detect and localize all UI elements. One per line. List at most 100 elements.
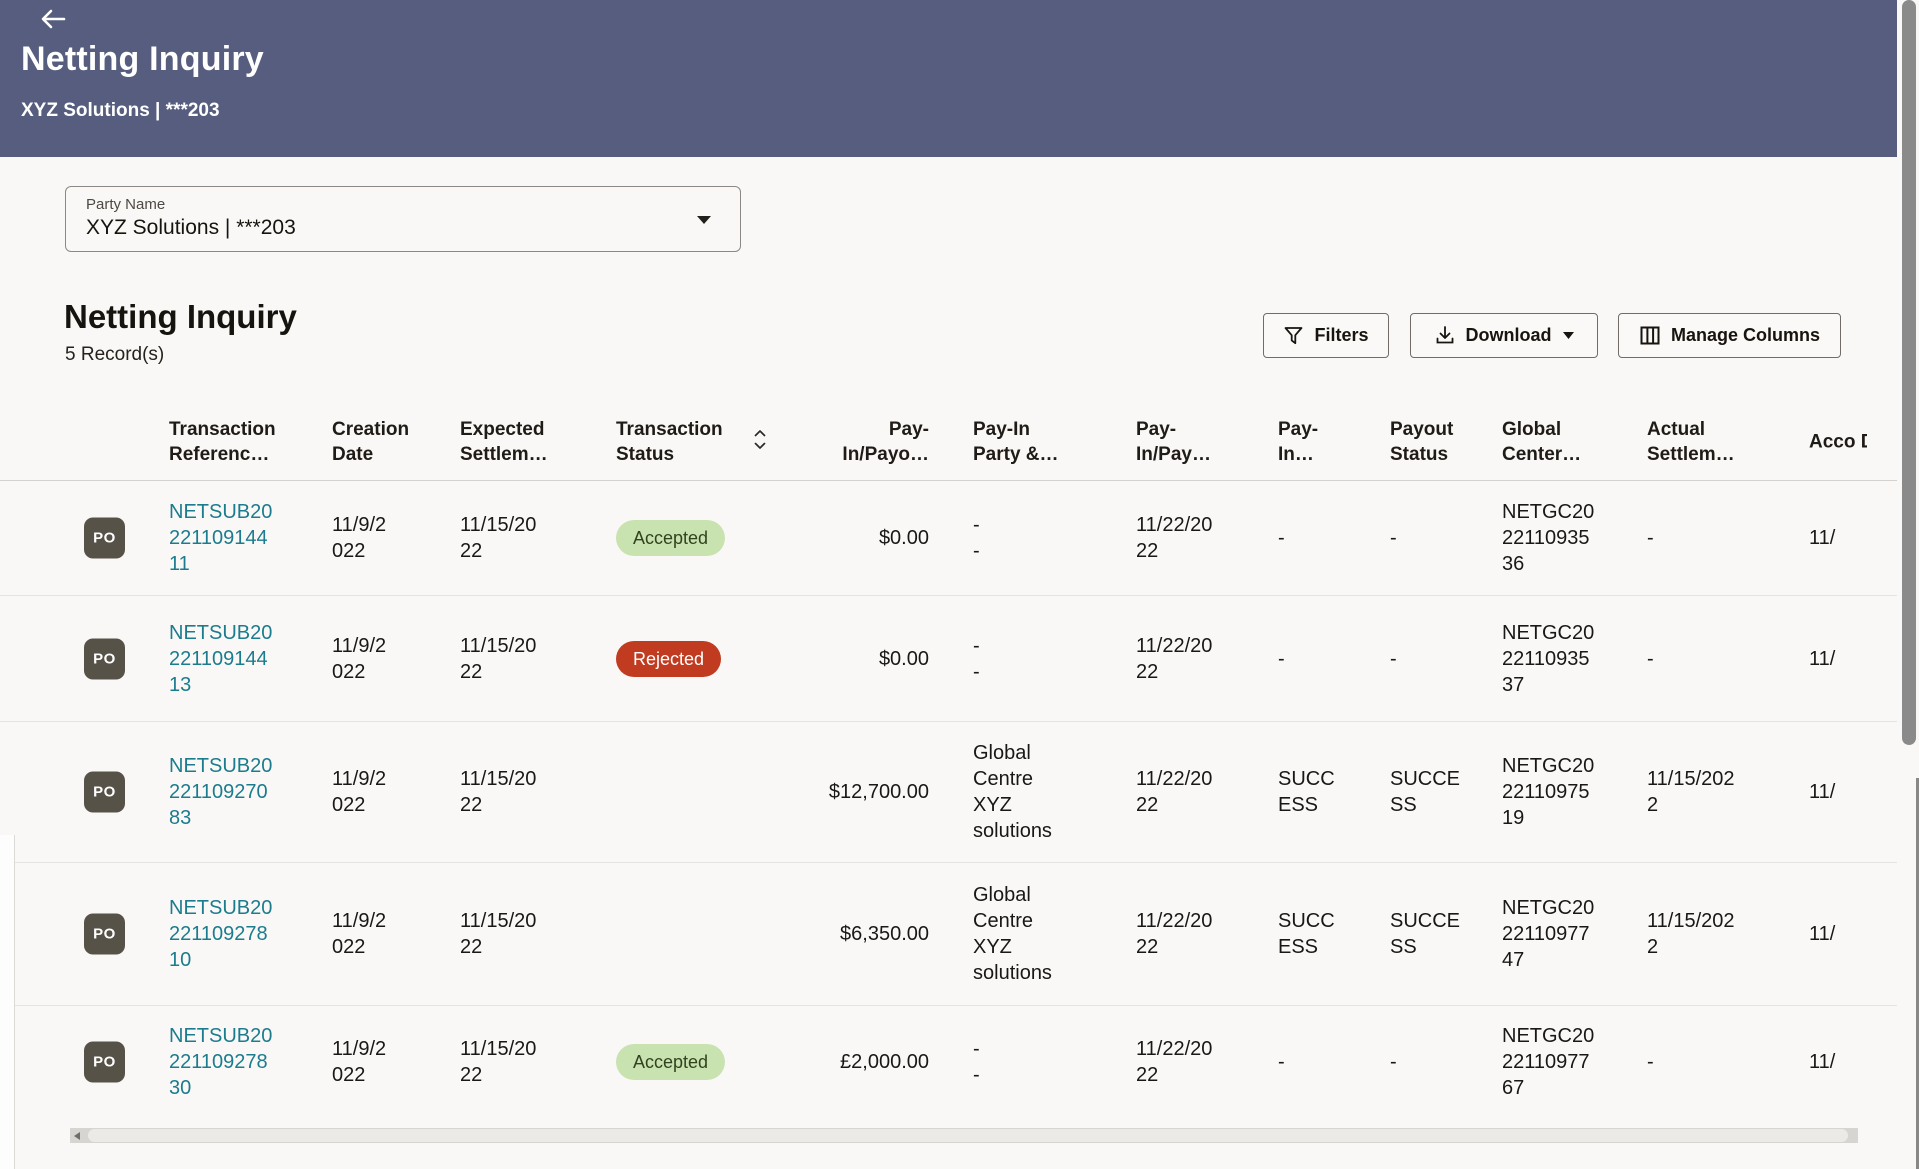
- horizontal-scrollbar-thumb[interactable]: [88, 1129, 1848, 1142]
- po-badge: PO: [84, 638, 125, 679]
- account-date-cell: 11/: [1809, 781, 1836, 803]
- column-header-transaction-reference[interactable]: Transaction Referenc…: [169, 419, 276, 465]
- pay-in-party-cell: - -: [973, 634, 980, 683]
- pay-in-status-cell: SUCCESS: [1278, 910, 1335, 958]
- creation-date-cell: 11/9/2022: [332, 768, 387, 816]
- payout-status-cell: -: [1390, 1051, 1397, 1073]
- payout-status-cell: -: [1390, 527, 1397, 549]
- caret-down-icon: [1562, 332, 1574, 339]
- actual-settlement-cell: -: [1647, 1051, 1654, 1073]
- transaction-reference-link[interactable]: NETSUB2022110927810: [169, 897, 273, 971]
- payout-status-cell: SUCCESS: [1390, 910, 1461, 958]
- column-header-expected-settlement[interactable]: Expected Settlem…: [460, 419, 548, 465]
- panel-left-edge: [0, 835, 15, 1169]
- global-center-cell: NETGC202211093536: [1502, 501, 1595, 575]
- pay-in-payout-amount-cell: £2,000.00: [840, 1051, 929, 1073]
- manage-columns-button-label: Manage Columns: [1670, 325, 1821, 345]
- global-center-cell: NETGC202211097767: [1502, 1025, 1595, 1099]
- account-date-cell: 11/: [1809, 527, 1836, 549]
- pay-in-payout-amount-cell: $12,700.00: [828, 781, 929, 803]
- party-name-label: Party Name: [86, 196, 166, 213]
- back-button[interactable]: [38, 6, 74, 36]
- filters-button[interactable]: Filters: [1263, 313, 1389, 358]
- download-icon: [1436, 326, 1453, 344]
- vertical-scrollbar-thumb[interactable]: [1902, 0, 1916, 745]
- column-header-account-date[interactable]: Acco Date: [1809, 431, 1867, 453]
- transaction-reference-link[interactable]: NETSUB2022110927083: [169, 755, 273, 829]
- table-header-row: Transaction Referenc… Creation Date Expe…: [0, 404, 1897, 481]
- party-name-value: XYZ Solutions | ***203: [86, 216, 296, 239]
- table-row: PO NETSUB2022110927810 11/9/2022 11/15/2…: [0, 863, 1897, 1006]
- column-header-pay-in-payout-amount[interactable]: Pay-In/Payo…: [842, 419, 929, 465]
- table-row: PO NETSUB2022110927083 11/9/2022 11/15/2…: [0, 722, 1897, 863]
- column-header-pay-in-status[interactable]: Pay-In…: [1278, 419, 1319, 465]
- global-center-cell: NETGC202211097747: [1502, 897, 1595, 971]
- status-pill: Rejected: [616, 640, 722, 677]
- arrow-left-icon: [41, 9, 66, 29]
- pay-in-status-cell: -: [1278, 527, 1285, 549]
- vertical-scrollbar-track[interactable]: [1916, 778, 1919, 1169]
- funnel-icon: [1285, 327, 1303, 345]
- actual-settlement-cell: 11/15/2022: [1647, 910, 1735, 958]
- column-header-actual-settlement[interactable]: Actual Settlem…: [1647, 419, 1735, 465]
- pay-in-date-cell: 11/22/2022: [1136, 910, 1213, 958]
- pay-in-date-cell: 11/22/2022: [1136, 1038, 1213, 1086]
- actual-settlement-cell: 11/15/2022: [1647, 768, 1735, 816]
- pay-in-party-cell: - -: [973, 1038, 980, 1086]
- section-title: Netting Inquiry: [64, 298, 297, 335]
- creation-date-cell: 11/9/2022: [332, 1038, 387, 1086]
- manage-columns-button[interactable]: Manage Columns: [1618, 313, 1841, 358]
- record-count: 5 Record(s): [65, 344, 165, 365]
- expected-settlement-cell: 11/15/2022: [460, 514, 537, 562]
- column-header-creation-date[interactable]: Creation Date: [332, 419, 410, 465]
- expected-settlement-cell: 11/15/2022: [460, 634, 537, 683]
- pay-in-status-cell: SUCCESS: [1278, 768, 1335, 816]
- netting-inquiry-table: Transaction Referenc… Creation Date Expe…: [0, 404, 1897, 1118]
- global-center-cell: NETGC202211097519: [1502, 755, 1595, 829]
- sort-up-down-icon[interactable]: [753, 428, 767, 457]
- account-date-cell: 11/: [1809, 647, 1836, 670]
- column-header-pay-in-party[interactable]: Pay-In Party &…: [973, 419, 1059, 465]
- page-header-banner: Netting Inquiry XYZ Solutions | ***203: [0, 0, 1897, 157]
- pay-in-payout-amount-cell: $0.00: [878, 527, 929, 549]
- column-header-transaction-status[interactable]: Transaction Status: [616, 419, 723, 465]
- pay-in-party-cell: - -: [973, 514, 980, 562]
- expected-settlement-cell: 11/15/2022: [460, 768, 537, 816]
- account-date-cell: 11/: [1809, 923, 1836, 945]
- payout-status-cell: SUCCESS: [1390, 768, 1461, 816]
- creation-date-cell: 11/9/2022: [332, 910, 387, 958]
- pay-in-payout-amount-cell: $0.00: [878, 647, 929, 670]
- column-header-pay-in-pay-date[interactable]: Pay-In/Pay…: [1136, 419, 1211, 465]
- transaction-reference-link[interactable]: NETSUB2022110914411: [169, 501, 273, 575]
- payout-status-cell: -: [1390, 647, 1397, 670]
- account-date-cell: 11/: [1809, 1051, 1836, 1073]
- pay-in-party-cell: Global Centre XYZ solutions: [973, 884, 1052, 984]
- download-button[interactable]: Download: [1410, 313, 1598, 358]
- po-badge: PO: [84, 913, 125, 955]
- expected-settlement-cell: 11/15/2022: [460, 910, 537, 958]
- actual-settlement-cell: -: [1647, 647, 1654, 670]
- pay-in-payout-amount-cell: $6,350.00: [840, 923, 929, 945]
- transaction-reference-link[interactable]: NETSUB2022110914413: [169, 621, 273, 696]
- actual-settlement-cell: -: [1647, 527, 1654, 549]
- status-pill: Accepted: [616, 520, 726, 556]
- pay-in-status-cell: -: [1278, 1051, 1285, 1073]
- table-row: PO NETSUB2022110927830 11/9/2022 11/15/2…: [0, 1006, 1897, 1118]
- table-row: PO NETSUB2022110914413 11/9/2022 11/15/2…: [0, 596, 1897, 722]
- caret-down-icon: [697, 216, 711, 224]
- pay-in-status-cell: -: [1278, 647, 1285, 670]
- po-badge: PO: [84, 517, 125, 559]
- column-header-global-center[interactable]: Global Center…: [1502, 419, 1582, 465]
- pay-in-date-cell: 11/22/2022: [1136, 514, 1213, 562]
- page-title: Netting Inquiry: [21, 40, 264, 78]
- table-row: PO NETSUB2022110914411 11/9/2022 11/15/2…: [0, 481, 1897, 596]
- transaction-reference-link[interactable]: NETSUB2022110927830: [169, 1025, 273, 1099]
- page-subtitle: XYZ Solutions | ***203: [21, 100, 220, 121]
- pay-in-date-cell: 11/22/2022: [1136, 768, 1213, 816]
- column-header-payout-status[interactable]: Payout Status: [1390, 419, 1454, 465]
- party-name-select[interactable]: Party Name XYZ Solutions | ***203: [65, 186, 741, 252]
- scroll-left-arrow-icon[interactable]: [74, 1132, 80, 1140]
- status-pill: Accepted: [616, 1044, 726, 1080]
- horizontal-scrollbar[interactable]: [70, 1128, 1858, 1143]
